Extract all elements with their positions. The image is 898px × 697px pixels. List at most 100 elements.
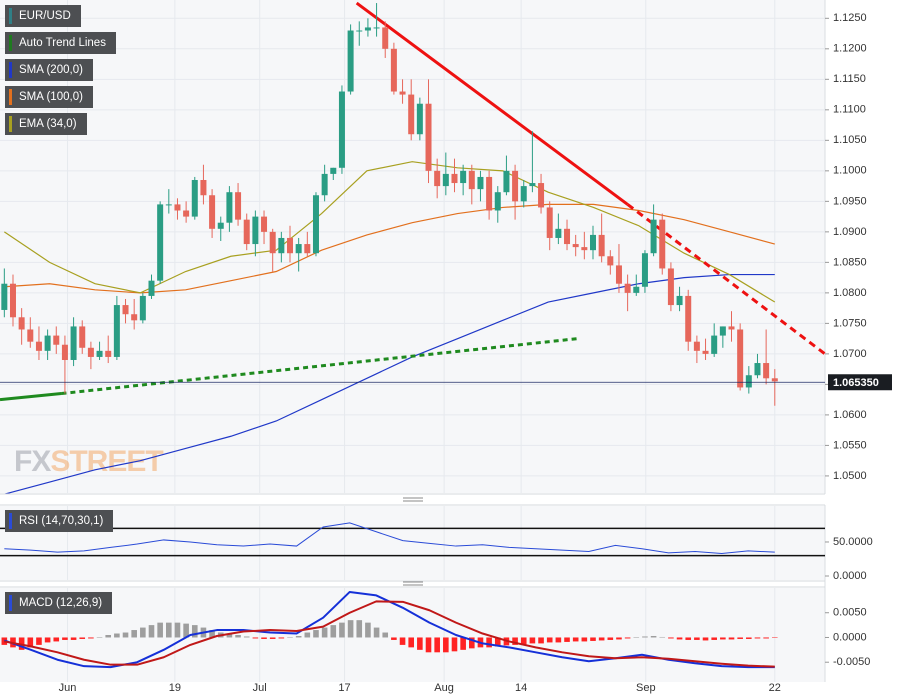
- histogram-bar: [295, 635, 302, 638]
- legend-label: EMA (34,0): [19, 118, 77, 130]
- histogram-bar: [564, 637, 570, 642]
- legend-label: SMA (100,0): [19, 91, 83, 103]
- histogram-bar: [460, 637, 466, 650]
- candle-body: [650, 219, 657, 254]
- candle-body: [157, 204, 164, 281]
- candle-body: [261, 216, 268, 232]
- histogram-bar: [728, 637, 735, 640]
- candle-body: [321, 173, 328, 196]
- histogram-bar: [36, 637, 42, 645]
- histogram-bar: [633, 637, 640, 638]
- candle-body: [503, 170, 510, 193]
- candle-body: [200, 179, 207, 196]
- candle-body: [434, 170, 441, 187]
- histogram-bar: [44, 637, 51, 643]
- histogram-bar: [486, 637, 492, 648]
- histogram-bar: [763, 637, 769, 639]
- y-tick-label: 1.1150: [833, 73, 866, 85]
- histogram-bar: [399, 637, 406, 645]
- histogram-bar: [191, 625, 198, 638]
- candle-body: [520, 186, 527, 202]
- histogram-bar: [581, 637, 588, 642]
- marks: FXSTREET: [0, 1, 826, 669]
- histogram-bar: [451, 637, 458, 652]
- macd-line: [4, 600, 775, 668]
- legend-item[interactable]: MACD (12,26,9): [5, 592, 113, 614]
- histogram-bar: [616, 637, 622, 640]
- histogram-bar: [287, 636, 293, 638]
- histogram-bar: [598, 637, 605, 641]
- legend-item[interactable]: EMA (34,0): [5, 113, 87, 135]
- histogram-bar: [572, 637, 579, 642]
- histogram-bar: [339, 622, 345, 638]
- histogram-bar: [685, 637, 692, 640]
- candle-body: [745, 375, 752, 388]
- histogram-bar: [373, 627, 380, 638]
- candle-body: [460, 170, 467, 184]
- candle-body: [711, 335, 718, 354]
- divider: [0, 494, 898, 505]
- histogram-bar: [659, 636, 666, 638]
- candle-body: [79, 326, 86, 348]
- legend-item[interactable]: RSI (14,70,30,1): [5, 510, 114, 532]
- histogram-bar: [330, 625, 337, 638]
- candle-body: [338, 91, 345, 168]
- candle-body: [209, 195, 216, 229]
- candle-body: [96, 350, 103, 357]
- x-tick-label: 17: [338, 682, 350, 694]
- legend-item[interactable]: SMA (200,0): [5, 59, 93, 81]
- candle-body: [477, 176, 484, 190]
- histogram-bar: [166, 622, 172, 638]
- rsi-line: [4, 522, 775, 555]
- candle-body: [425, 103, 432, 171]
- histogram-bar: [62, 637, 68, 640]
- legend-item[interactable]: SMA (100,0): [5, 86, 93, 108]
- candle-body: [589, 234, 596, 251]
- candle-body: [399, 91, 406, 95]
- candle-body: [624, 283, 631, 293]
- histogram-bar: [313, 630, 319, 638]
- y-tick-label: 1.0850: [833, 256, 867, 268]
- histogram-bar: [391, 637, 397, 640]
- candle-body: [564, 228, 571, 245]
- candle-body: [87, 347, 94, 357]
- histogram-bar: [269, 637, 276, 639]
- y-tick-label: 1.0600: [833, 409, 867, 421]
- histogram-bar: [365, 622, 371, 638]
- candle-body: [555, 228, 562, 238]
- candle-body: [702, 350, 709, 354]
- histogram-bar: [642, 636, 648, 638]
- legend-item[interactable]: EUR/USD: [5, 5, 81, 27]
- histogram-bar: [278, 637, 285, 639]
- candle-body: [356, 30, 363, 32]
- legend-marker: [9, 62, 12, 78]
- histogram-bar: [114, 633, 120, 638]
- legend-item[interactable]: Auto Trend Lines: [5, 32, 116, 54]
- y-tick-label: -0.0050: [833, 656, 870, 668]
- y-tick-label: 0.0050: [833, 607, 867, 619]
- histogram-bar: [105, 635, 112, 638]
- watermark-part: FX: [14, 445, 51, 478]
- candle-body: [641, 253, 648, 287]
- candle-body: [494, 192, 501, 211]
- candle-body: [408, 94, 415, 135]
- candle-body: [442, 173, 449, 187]
- y-tick-label: 1.1000: [833, 165, 867, 177]
- histogram-bar: [70, 637, 77, 640]
- legend-marker: [9, 595, 12, 611]
- candle-body: [27, 329, 34, 342]
- candle-body: [217, 222, 224, 229]
- histogram-bar: [737, 637, 743, 639]
- histogram-bar: [304, 632, 311, 638]
- candle-body: [183, 210, 190, 217]
- candle-body: [546, 207, 553, 238]
- candle-body: [252, 216, 259, 245]
- candle-body: [685, 295, 692, 342]
- x-tick-label: Sep: [636, 682, 656, 694]
- histogram-bar: [347, 620, 354, 638]
- watermark-part: STREET: [50, 445, 163, 478]
- y-tick-label: 0.0000: [833, 631, 867, 643]
- histogram-bar: [243, 636, 250, 638]
- candle-body: [226, 192, 233, 223]
- trend-line: [0, 392, 62, 402]
